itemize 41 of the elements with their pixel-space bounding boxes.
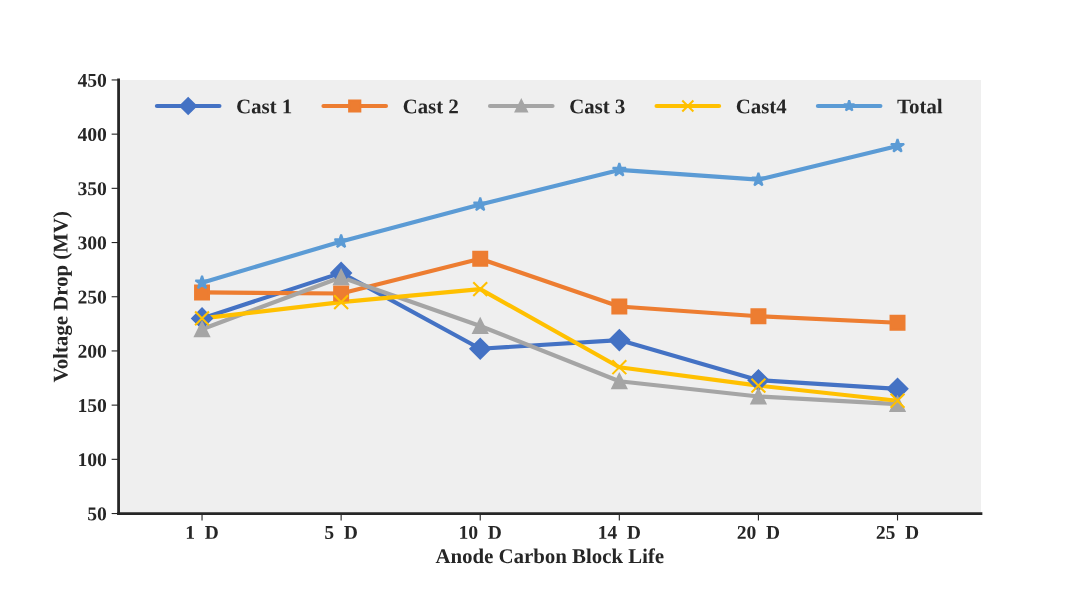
point bbox=[889, 314, 906, 331]
point bbox=[472, 250, 489, 267]
x-tick-label: 25 D bbox=[876, 525, 919, 540]
point bbox=[750, 171, 767, 187]
point bbox=[472, 196, 488, 212]
point bbox=[469, 337, 492, 360]
point bbox=[608, 329, 631, 351]
point bbox=[750, 308, 767, 325]
point bbox=[611, 298, 628, 315]
legend-label: Total bbox=[897, 98, 943, 114]
x-axis-title: Anode Carbon Block Life bbox=[435, 548, 664, 564]
x-tick-label: 20 D bbox=[737, 525, 780, 540]
point bbox=[750, 388, 767, 405]
point bbox=[611, 161, 627, 177]
x-tick-label: 14 D bbox=[599, 525, 640, 539]
legend-label: Cast 2 bbox=[403, 99, 458, 114]
y-tick-label: 450 bbox=[77, 73, 107, 87]
y-tick-label: 200 bbox=[78, 344, 107, 358]
y-tick-label: 300 bbox=[78, 236, 107, 250]
point bbox=[611, 373, 628, 390]
y-tick-label: 350 bbox=[78, 182, 107, 196]
y-tick-label: 150 bbox=[79, 398, 107, 413]
point bbox=[889, 138, 906, 153]
x-tick-label: 10 D bbox=[460, 525, 501, 540]
legend-label: Cast4 bbox=[736, 99, 787, 114]
y-tick-label: 250 bbox=[78, 290, 107, 304]
point bbox=[611, 359, 628, 376]
legend-label: Cast 1 bbox=[237, 99, 292, 114]
x-tick-label: 1 D bbox=[186, 525, 218, 539]
y-axis-title: Voltage Drop (MV) bbox=[53, 212, 73, 383]
point bbox=[194, 321, 211, 338]
legend-label: Cast 3 bbox=[570, 99, 625, 114]
point bbox=[333, 294, 350, 311]
point bbox=[889, 392, 906, 409]
point bbox=[472, 318, 489, 334]
point bbox=[472, 281, 489, 298]
y-tick-label: 100 bbox=[79, 453, 107, 467]
y-tick-label: 50 bbox=[88, 507, 107, 521]
y-tick-label: 400 bbox=[77, 127, 107, 142]
x-tick-label: 5 D bbox=[325, 526, 357, 540]
point bbox=[333, 233, 349, 249]
